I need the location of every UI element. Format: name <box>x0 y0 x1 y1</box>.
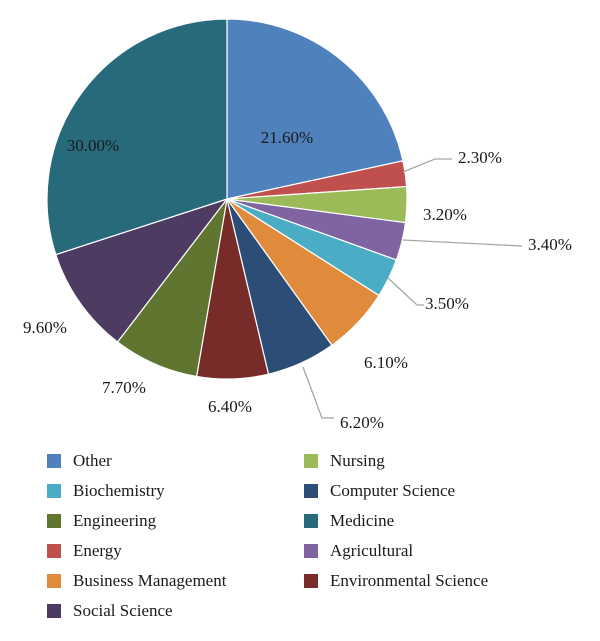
legend-item-environmental-science: Environmental Science <box>304 570 488 592</box>
legend-label: Business Management <box>73 571 227 590</box>
legend-label: Other <box>73 451 112 470</box>
data-label-engineering: 7.70% <box>102 378 146 397</box>
legend-swatch <box>304 514 318 528</box>
legend-swatch <box>304 484 318 498</box>
legend-swatch <box>47 544 61 558</box>
legend-item-nursing: Nursing <box>304 450 385 472</box>
legend-label: Biochemistry <box>73 481 165 500</box>
legend-swatch <box>47 454 61 468</box>
legend-item-medicine: Medicine <box>304 510 394 532</box>
legend-item-engineering: Engineering <box>47 510 156 532</box>
data-label-other: 21.60% <box>261 128 313 147</box>
data-label-energy: 2.30% <box>458 148 502 167</box>
legend-label: Nursing <box>330 451 385 470</box>
legend-item-agricultural: Agricultural <box>304 540 413 562</box>
legend-label: Medicine <box>330 511 395 530</box>
legend-item-biochemistry: Biochemistry <box>47 480 165 502</box>
data-label-biochemistry: 3.50% <box>425 294 469 313</box>
data-label-business-management: 6.10% <box>364 353 408 372</box>
leader-line-agricultural <box>402 239 523 247</box>
legend-item-social-science: Social Science <box>47 600 173 622</box>
legend-label: Energy <box>73 541 122 560</box>
legend-label: Computer Science <box>330 481 456 500</box>
legend-item-other: Other <box>47 450 112 472</box>
pie-slice-medicine <box>46 18 228 256</box>
legend-label: Environmental Science <box>330 571 489 590</box>
data-label-environmental-science: 6.40% <box>208 397 252 416</box>
pie-slice-other <box>226 18 404 200</box>
legend-swatch <box>304 574 318 588</box>
leader-line-computer-science <box>302 366 334 419</box>
legend-label: Agricultural <box>330 541 414 560</box>
legend-item-computer-science: Computer Science <box>304 480 455 502</box>
data-label-agricultural: 3.40% <box>528 235 572 254</box>
legend-swatch <box>47 484 61 498</box>
legend-swatch <box>304 454 318 468</box>
legend-label: Social Science <box>73 601 173 620</box>
data-label-computer-science: 6.20% <box>340 413 384 432</box>
legend-swatch <box>304 544 318 558</box>
legend-swatch <box>47 514 61 528</box>
legend-label: Engineering <box>73 511 157 530</box>
legend-swatch <box>47 604 61 618</box>
data-label-medicine: 30.00% <box>67 136 119 155</box>
legend-item-energy: Energy <box>47 540 122 562</box>
pie-slice-social-science <box>55 197 229 343</box>
leader-line-biochemistry <box>387 277 424 306</box>
legend-swatch <box>47 574 61 588</box>
legend-item-business-management: Business Management <box>47 570 226 592</box>
leader-line-energy <box>402 158 452 173</box>
data-label-social-science: 9.60% <box>23 318 67 337</box>
data-label-nursing: 3.20% <box>423 205 467 224</box>
